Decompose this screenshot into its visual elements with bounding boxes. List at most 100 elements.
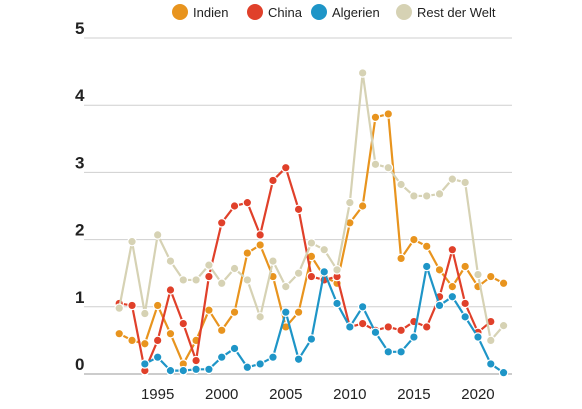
point-indien-2013 <box>383 109 394 119</box>
point-rest-der-welt-2021 <box>485 335 496 346</box>
point-indien-2022 <box>498 278 509 289</box>
y-tick-label-4: 4 <box>75 86 85 105</box>
point-china-2018 <box>447 244 458 255</box>
legend-item-china: China <box>247 4 303 20</box>
point-algerien-2016 <box>421 261 432 272</box>
point-china-2014 <box>396 325 406 336</box>
point-rest-der-welt-1998 <box>191 275 201 285</box>
point-algerien-2009 <box>332 298 342 309</box>
point-algerien-2011 <box>357 301 368 312</box>
point-algerien-2002 <box>242 362 253 373</box>
point-china-2005 <box>280 162 291 173</box>
series-group <box>114 68 509 378</box>
point-indien-1996 <box>165 328 176 339</box>
point-algerien-1994 <box>140 359 150 369</box>
legend: Indien China Algerien Rest der Welt <box>172 4 496 20</box>
point-china-2003 <box>255 230 265 240</box>
point-algerien-2014 <box>396 347 406 357</box>
point-rest-der-welt-1992 <box>114 303 125 313</box>
legend-label-algerien: Algerien <box>332 5 380 20</box>
y-tick-label-5: 5 <box>75 19 84 38</box>
point-algerien-1997 <box>178 365 189 376</box>
point-rest-der-welt-2015 <box>409 191 419 201</box>
point-indien-1994 <box>140 338 150 349</box>
point-algerien-2008 <box>319 267 330 277</box>
x-axis-tick-labels: 1995 2000 2005 2010 2015 2020 <box>141 386 495 403</box>
x-tick-label-2005: 2005 <box>269 386 302 403</box>
series-indien <box>114 109 509 369</box>
legend-item-indien: Indien <box>172 4 228 20</box>
point-rest-der-welt-1994 <box>140 308 150 319</box>
point-china-2011 <box>357 318 368 329</box>
point-rest-der-welt-2017 <box>434 189 445 199</box>
point-china-2002 <box>242 197 253 208</box>
point-china-1997 <box>178 318 189 329</box>
point-indien-2021 <box>485 271 496 282</box>
point-rest-der-welt-1997 <box>178 275 189 285</box>
point-indien-2011 <box>357 201 368 211</box>
point-algerien-2017 <box>434 300 445 311</box>
point-rest-der-welt-2002 <box>242 275 253 285</box>
point-indien-1993 <box>127 335 137 346</box>
x-tick-label-2010: 2010 <box>333 386 366 403</box>
point-algerien-2018 <box>447 291 458 302</box>
point-china-2001 <box>229 201 240 211</box>
point-china-1996 <box>165 285 176 295</box>
point-rest-der-welt-2020 <box>473 269 483 280</box>
legend-marker-china <box>247 4 263 20</box>
point-algerien-1999 <box>204 364 214 375</box>
legend-item-rest-der-welt: Rest der Welt <box>396 4 496 20</box>
point-china-1993 <box>127 300 137 311</box>
point-indien-1992 <box>114 328 125 339</box>
legend-marker-algerien <box>311 4 327 20</box>
point-china-2019 <box>460 298 470 309</box>
point-algerien-2010 <box>345 322 355 332</box>
x-tick-label-1995: 1995 <box>141 386 174 403</box>
point-algerien-2005 <box>280 307 291 317</box>
point-rest-der-welt-2013 <box>383 162 394 173</box>
point-rest-der-welt-1996 <box>165 256 176 266</box>
legend-marker-rest-der-welt <box>396 4 412 20</box>
point-algerien-1998 <box>191 364 201 375</box>
point-rest-der-welt-2004 <box>268 256 278 266</box>
legend-label-rest-der-welt: Rest der Welt <box>417 5 496 20</box>
point-algerien-2020 <box>473 332 483 342</box>
point-indien-2003 <box>255 240 265 250</box>
point-algerien-2006 <box>293 354 304 365</box>
point-china-2004 <box>268 175 278 186</box>
point-rest-der-welt-2012 <box>370 159 381 170</box>
series-algerien <box>140 261 509 378</box>
point-rest-der-welt-2022 <box>498 320 509 331</box>
y-tick-label-0: 0 <box>75 355 84 374</box>
point-indien-2017 <box>434 265 445 275</box>
series-china <box>114 162 496 376</box>
point-rest-der-welt-2000 <box>216 278 227 289</box>
point-rest-der-welt-2007 <box>306 238 317 248</box>
point-indien-2016 <box>421 241 432 252</box>
point-china-2013 <box>383 322 394 332</box>
point-china-2016 <box>421 322 432 332</box>
y-tick-label-2: 2 <box>75 221 84 240</box>
point-algerien-2000 <box>216 352 227 362</box>
point-indien-2015 <box>409 234 419 245</box>
point-rest-der-welt-2014 <box>396 179 406 190</box>
legend-label-indien: Indien <box>193 5 228 20</box>
point-rest-der-welt-2011 <box>357 68 368 78</box>
point-indien-2002 <box>242 248 253 258</box>
point-algerien-2012 <box>370 327 381 338</box>
point-rest-der-welt-2001 <box>229 263 240 274</box>
series-line-china <box>119 166 492 372</box>
point-rest-der-welt-2018 <box>447 174 458 184</box>
point-algerien-2013 <box>383 347 394 357</box>
point-algerien-2022 <box>498 367 509 378</box>
point-rest-der-welt-2006 <box>293 268 304 278</box>
point-algerien-1996 <box>165 365 176 376</box>
point-indien-2018 <box>447 281 458 292</box>
y-tick-label-1: 1 <box>75 288 84 307</box>
legend-label-china: China <box>268 5 303 20</box>
point-rest-der-welt-2019 <box>460 177 470 188</box>
point-algerien-2019 <box>460 312 470 322</box>
point-china-1999 <box>204 271 214 282</box>
x-tick-label-2020: 2020 <box>461 386 494 403</box>
